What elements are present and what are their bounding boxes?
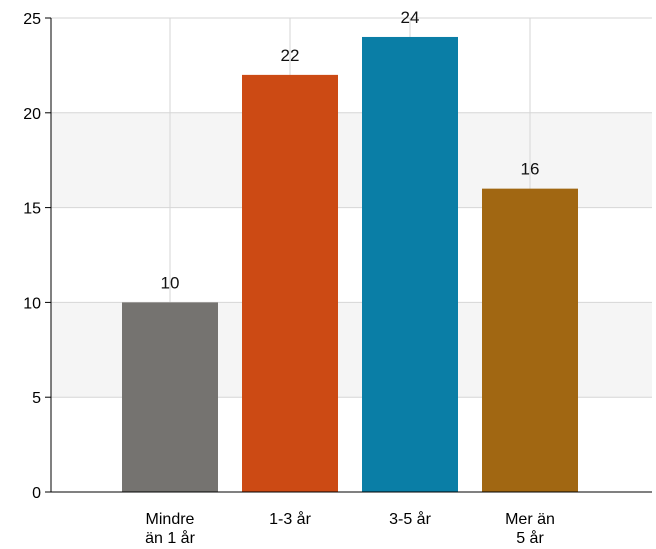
y-tick-label: 20 (23, 106, 41, 123)
y-tick-label: 5 (32, 390, 41, 407)
y-tick-label: 15 (23, 201, 41, 218)
x-tick-label: 3-5 år (389, 510, 431, 528)
data-label: 16 (521, 160, 540, 179)
y-tick-label: 0 (32, 485, 41, 502)
data-label: 24 (401, 8, 420, 27)
x-tick-label: 1-3 år (269, 510, 311, 528)
x-tick-label: Mer än 5 år (505, 511, 555, 547)
y-tick-label: 10 (23, 295, 41, 312)
bar (122, 302, 218, 492)
x-tick-label: Mindre än 1 år (145, 511, 195, 547)
data-label: 10 (161, 273, 180, 292)
data-label: 22 (281, 46, 300, 65)
bar (242, 74, 338, 492)
bar (482, 188, 578, 492)
y-tick-label: 25 (23, 11, 41, 28)
bar (362, 36, 458, 493)
